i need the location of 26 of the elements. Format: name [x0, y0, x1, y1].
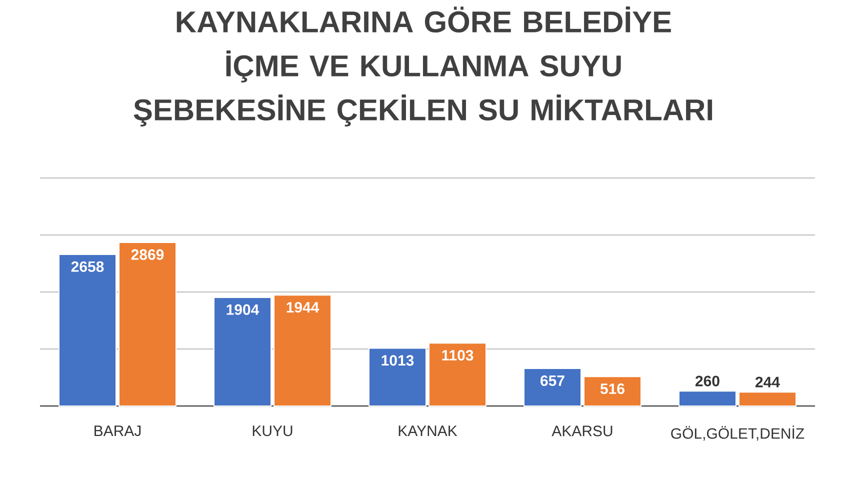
data-label: 1013 [382, 355, 414, 366]
data-label: 244 [755, 376, 780, 388]
data-label: 1944 [286, 302, 320, 313]
bar [368, 348, 426, 406]
bar [583, 376, 642, 406]
x-tick-label: AKARSU [552, 426, 612, 436]
data-label: 657 [540, 375, 564, 386]
data-label: 2869 [131, 249, 164, 260]
data-label: 260 [695, 376, 720, 386]
bar [274, 294, 332, 406]
bar [118, 242, 177, 406]
data-label: 516 [600, 383, 624, 394]
x-tick-label: KAYNAK [398, 426, 458, 436]
data-label: 1103 [442, 350, 474, 361]
bar [428, 342, 486, 406]
x-tick-label: BARAJ [94, 426, 141, 436]
bar [523, 368, 582, 406]
x-tick-label: KUYU [252, 426, 292, 436]
data-label: 1904 [226, 304, 260, 315]
x-tick-label: GÖL,GÖLET,DENİZ [671, 426, 804, 441]
bar [738, 392, 796, 406]
bar [214, 296, 272, 406]
chart-title: KAYNAKLARINA GÖRE BELEDİYE İÇME VE KULLANMA SUYU ŞEBEKESİNE ÇEKİLEN SU MİKTARLARI [134, 6, 712, 126]
bar [58, 254, 117, 406]
bar [678, 390, 736, 406]
data-label: 2658 [71, 261, 104, 272]
